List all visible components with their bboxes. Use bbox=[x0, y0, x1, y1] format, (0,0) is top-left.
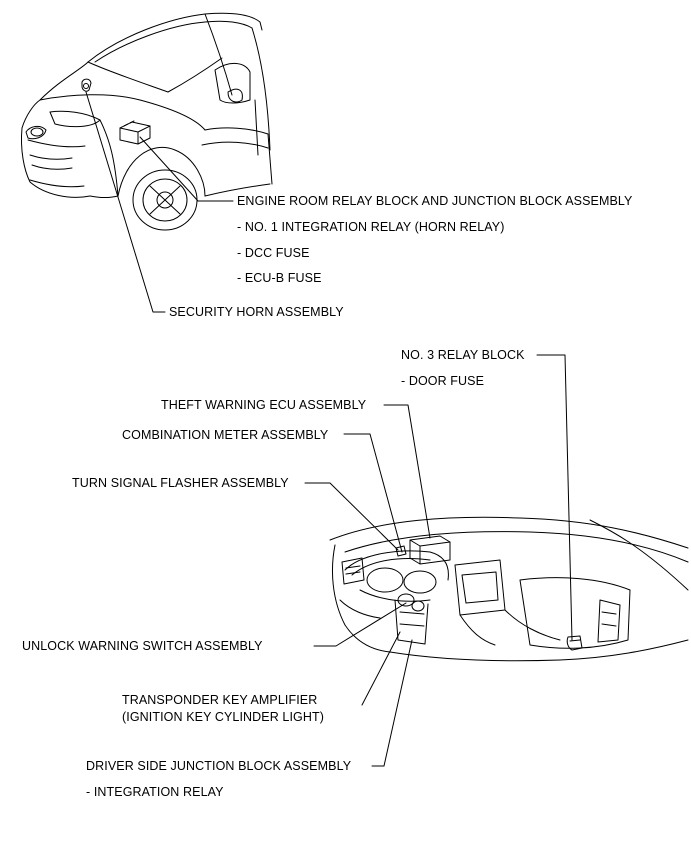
label-ecu-b-fuse: - ECU-B FUSE bbox=[237, 271, 322, 285]
leader-lines bbox=[85, 91, 573, 767]
label-engine-room-relay-block: ENGINE ROOM RELAY BLOCK AND JUNCTION BLO… bbox=[237, 194, 633, 208]
label-combination-meter: COMBINATION METER ASSEMBLY bbox=[122, 428, 329, 442]
label-ignition-key-cylinder-light: (IGNITION KEY CYLINDER LIGHT) bbox=[122, 710, 325, 724]
label-transponder-key-amplifier: TRANSPONDER KEY AMPLIFIER bbox=[122, 693, 318, 707]
label-door-fuse: - DOOR FUSE bbox=[401, 374, 485, 388]
car-illustration bbox=[21, 12, 273, 231]
dashboard-illustration bbox=[329, 516, 689, 662]
label-no3-relay-block: NO. 3 RELAY BLOCK bbox=[401, 348, 525, 362]
label-security-horn: SECURITY HORN ASSEMBLY bbox=[169, 305, 344, 319]
label-integration-relay-horn: - NO. 1 INTEGRATION RELAY (HORN RELAY) bbox=[237, 220, 505, 234]
label-dcc-fuse: - DCC FUSE bbox=[237, 246, 310, 260]
label-integration-relay: - INTEGRATION RELAY bbox=[86, 785, 224, 799]
label-turn-signal-flasher: TURN SIGNAL FLASHER ASSEMBLY bbox=[72, 476, 289, 490]
label-unlock-warning-switch: UNLOCK WARNING SWITCH ASSEMBLY bbox=[22, 639, 263, 653]
label-driver-side-junction-block: DRIVER SIDE JUNCTION BLOCK ASSEMBLY bbox=[86, 759, 352, 773]
label-theft-warning-ecu: THEFT WARNING ECU ASSEMBLY bbox=[161, 398, 367, 412]
